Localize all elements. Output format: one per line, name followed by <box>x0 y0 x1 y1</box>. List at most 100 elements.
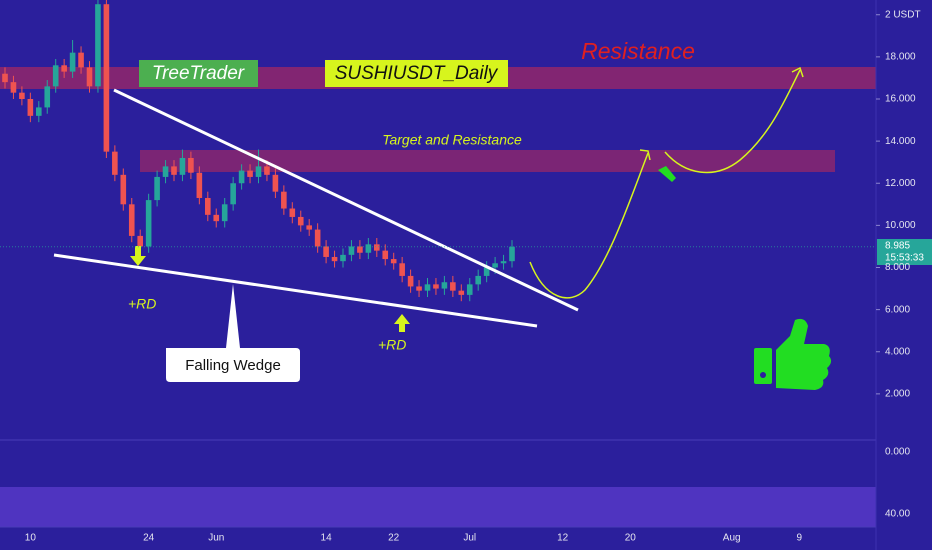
candle-body <box>348 246 355 255</box>
candle-body <box>27 98 34 116</box>
y-tick-label: 18.000 <box>885 52 916 63</box>
wedge-upper <box>113 88 579 312</box>
candle-body <box>10 82 17 93</box>
candle-body <box>441 282 448 289</box>
candle-body <box>78 52 84 68</box>
candle-body <box>289 208 296 217</box>
candle-body <box>188 157 194 173</box>
candle-body <box>492 263 498 268</box>
candle-body <box>103 4 110 152</box>
callout <box>166 284 300 382</box>
candle-body <box>281 191 287 209</box>
candle-body <box>154 176 160 201</box>
y-tick-label: 8.000 <box>885 262 910 273</box>
candle-body <box>390 259 397 264</box>
annotation: +RD <box>378 337 406 353</box>
y-tick-label: 10.000 <box>885 220 916 231</box>
candle-body <box>297 216 304 226</box>
annotation: Falling Wedge <box>185 357 281 374</box>
candle-body <box>374 244 380 251</box>
candle-body <box>137 235 143 247</box>
x-tick-label: 22 <box>388 533 400 544</box>
candle-body <box>399 263 405 276</box>
label-box <box>325 60 508 87</box>
candle-body <box>272 174 279 192</box>
candle-body <box>466 284 473 295</box>
candle-body <box>331 256 338 262</box>
candle-body <box>221 204 228 222</box>
candle-body <box>247 170 253 177</box>
x-tick-label: Jul <box>463 533 476 544</box>
target-zone <box>140 150 835 172</box>
candle-body <box>19 92 25 99</box>
candle-body <box>86 67 93 87</box>
candle-body <box>475 275 481 285</box>
x-tick-label: 14 <box>321 533 333 544</box>
rd-arrow <box>394 314 410 332</box>
annotation: +RD <box>128 296 156 312</box>
x-tick-label: 20 <box>625 533 637 544</box>
candle-body <box>171 166 177 175</box>
x-tick-label: 9 <box>797 533 803 544</box>
candle-body <box>205 197 211 215</box>
projection-arrow <box>664 69 801 174</box>
countdown: 15:53:33 <box>885 253 924 264</box>
candle-body <box>306 225 312 230</box>
indicator-tick-label: 40.00 <box>885 509 910 520</box>
thumbs-up-icon <box>754 318 832 390</box>
y-tick-label: 4.000 <box>885 346 910 357</box>
candle-body <box>52 65 59 87</box>
candle-body <box>340 254 346 262</box>
candle-body <box>357 246 363 253</box>
y-tick-label: 2 USDT <box>885 9 921 20</box>
candle-body <box>323 246 329 257</box>
candle-body <box>264 166 270 175</box>
candle-body <box>450 282 456 291</box>
wedge-lower <box>53 253 538 328</box>
author-label: TreeTrader <box>152 63 245 84</box>
candle-body <box>128 204 135 236</box>
x-tick-label: 10 <box>25 533 37 544</box>
candle-body <box>44 86 51 108</box>
symbol-label: SUSHIUSDT_Daily <box>335 63 499 84</box>
y-tick-label: 12.000 <box>885 178 916 189</box>
candle-body <box>112 151 118 175</box>
x-tick-label: 24 <box>143 533 155 544</box>
y-tick-label: 6.000 <box>885 304 910 315</box>
candle-body <box>382 250 389 260</box>
x-tick-label: Aug <box>723 533 741 544</box>
rd-arrow <box>130 246 146 266</box>
price-tag <box>877 239 932 265</box>
candle-body <box>162 166 169 177</box>
y-tick-label: 2.000 <box>885 389 910 400</box>
candle-body <box>95 4 101 87</box>
candle-body <box>196 172 203 198</box>
candle-body <box>179 157 186 175</box>
x-tick-label: Jun <box>208 533 224 544</box>
candle-body <box>61 65 67 72</box>
annotation: Resistance <box>581 38 695 64</box>
candle-body <box>458 290 465 295</box>
candle-body <box>433 284 439 289</box>
label-box <box>139 60 258 87</box>
arrow-head <box>639 149 651 161</box>
candle-body <box>407 275 414 287</box>
rsi-band <box>0 487 876 527</box>
y-tick-label: 14.000 <box>885 136 916 147</box>
candle-body <box>213 214 220 222</box>
candle-body <box>416 286 422 291</box>
candle-body <box>424 284 431 291</box>
candle-body <box>365 244 372 253</box>
hammer-icon <box>658 166 676 182</box>
indicator-tick-label: 0.000 <box>885 447 910 458</box>
y-tick-label: 16.000 <box>885 94 916 105</box>
candle-body <box>255 166 262 177</box>
candle-body <box>145 200 152 247</box>
candle-body <box>120 174 127 205</box>
candle-body <box>2 73 8 83</box>
candle-body <box>483 267 490 276</box>
candle-body <box>509 246 515 262</box>
arrow-head <box>791 66 804 78</box>
